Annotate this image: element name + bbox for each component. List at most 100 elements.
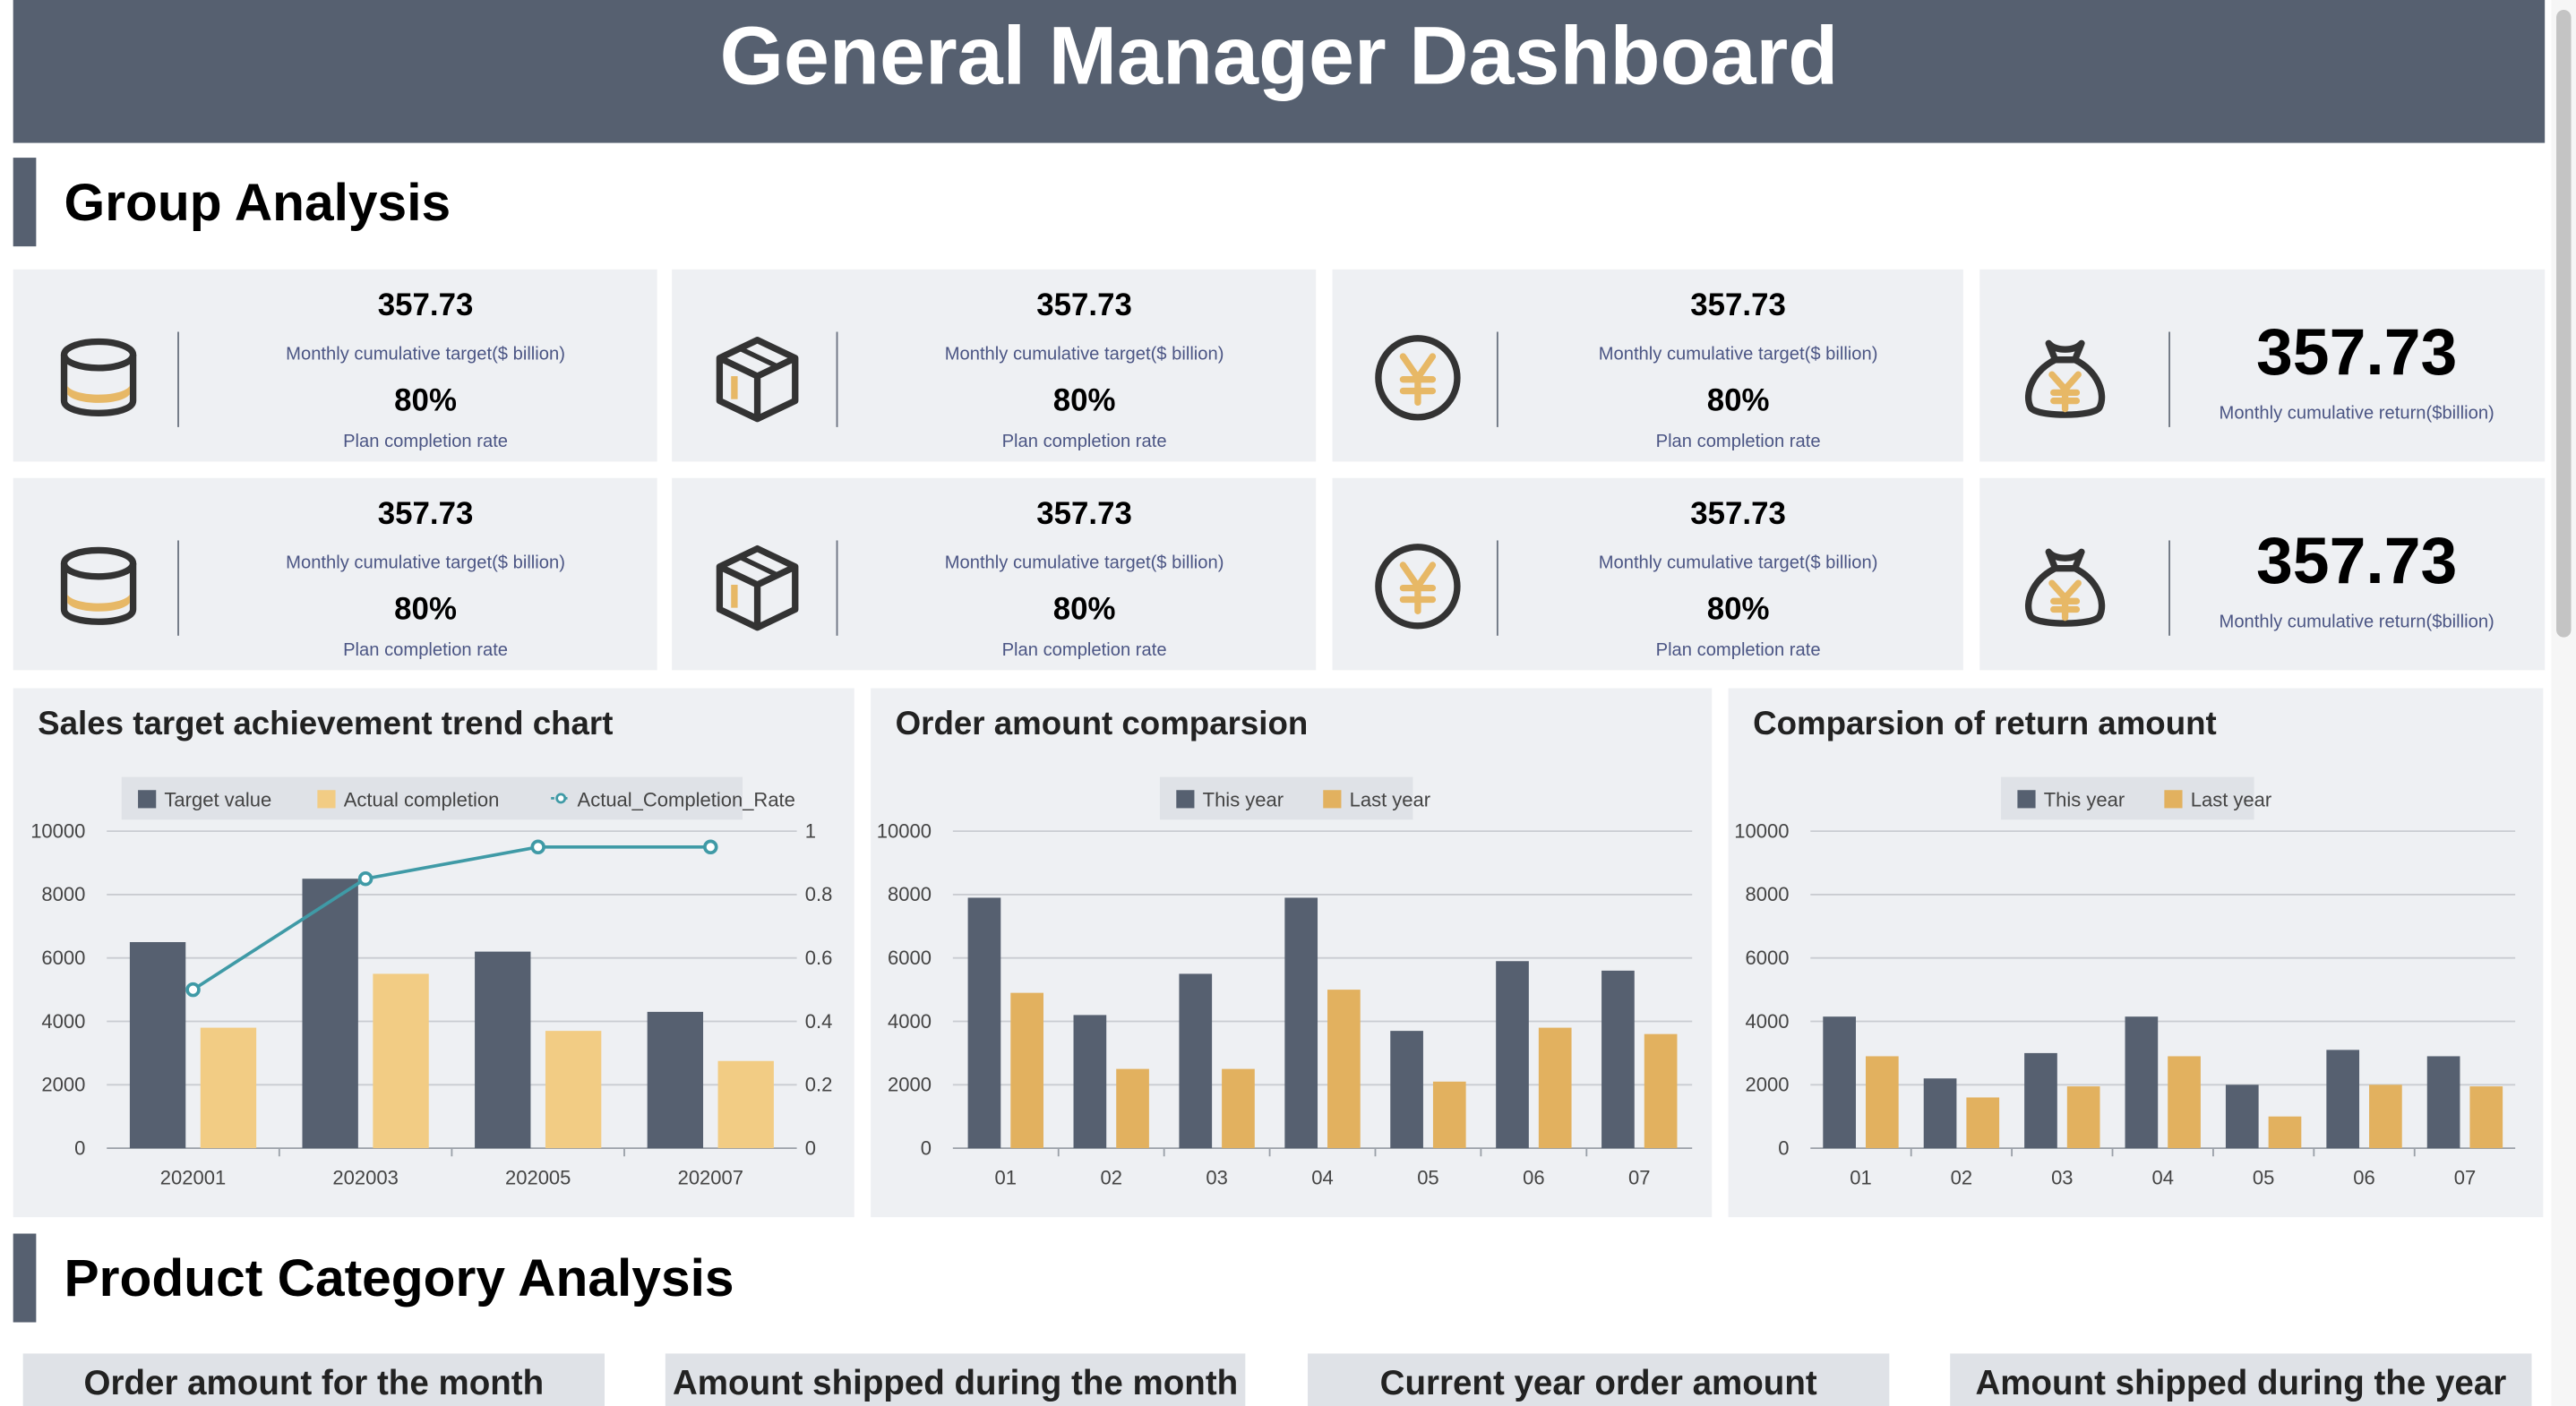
bar-1-2 (2066, 1086, 2100, 1149)
y2-tick-label: 0.2 (805, 1074, 833, 1096)
kpi-card: 357.73 Monthly cumulative target($ billio… (1332, 269, 1963, 462)
x-tick-label: 05 (1417, 1166, 1438, 1188)
y-tick-label: 2000 (1745, 1074, 1789, 1096)
y-tick-label: 0 (921, 1136, 932, 1159)
y-tick-label: 8000 (41, 883, 85, 905)
chart-title: Comparsion of return amount (1753, 706, 2217, 743)
x-tick-label: 03 (2051, 1166, 2073, 1188)
bar-1-4 (2268, 1116, 2302, 1149)
bar-1-5 (1538, 1027, 1572, 1149)
x-tick-label: 06 (2353, 1166, 2374, 1188)
card-divider (836, 540, 838, 636)
bar-0-2 (2024, 1052, 2057, 1149)
legend-swatch (1176, 790, 1195, 809)
bar-0-1 (302, 879, 358, 1149)
vertical-scrollbar[interactable] (2551, 0, 2576, 1406)
tab-shipped-year[interactable]: Amount shipped during the year (1950, 1353, 2532, 1406)
bar-0-2 (1179, 973, 1213, 1149)
chart-title: Order amount comparsion (895, 706, 1309, 743)
tab-order-amount-month[interactable]: Order amount for the month (22, 1353, 605, 1406)
rate-point-0 (185, 982, 201, 998)
kpi-card: 357.73 Monthly cumulative target($ billio… (1332, 477, 1963, 671)
kpi-rate: 80% (1706, 593, 1770, 628)
money-bag-icon (2019, 540, 2111, 632)
legend-label: Last year (1350, 789, 1431, 811)
y-tick-label: 8000 (1745, 883, 1789, 905)
card-divider (177, 331, 179, 427)
x-tick-label: 202007 (678, 1166, 743, 1188)
kpi-value: 357.73 (1036, 288, 1132, 324)
legend-swatch (2164, 790, 2183, 809)
y-tick-label: 4000 (888, 1010, 932, 1033)
x-tick-label: 02 (1100, 1166, 1121, 1188)
kpi-value: 357.73 (377, 497, 474, 533)
section-accent-bar (13, 1233, 37, 1323)
x-tick-label: 05 (2253, 1166, 2274, 1188)
bar-0-0 (967, 897, 1001, 1149)
bar-1-6 (1644, 1033, 1678, 1149)
bar-0-0 (129, 942, 186, 1149)
legend-label: Actual completion (344, 789, 500, 811)
kpi-rate: 80% (394, 384, 457, 419)
kpi-card: 357.73 Monthly cumulative target($ billio… (13, 269, 657, 462)
kpi-value: 357.73 (2255, 525, 2458, 598)
scrollbar-thumb[interactable] (2556, 10, 2572, 638)
bar-1-3 (717, 1060, 774, 1149)
card-divider (2168, 540, 2170, 636)
x-tick-label: 202005 (505, 1166, 571, 1188)
x-tick-label: 04 (2151, 1166, 2173, 1188)
bar-0-3 (2125, 1016, 2159, 1149)
bar-1-0 (1010, 992, 1043, 1149)
card-divider (1496, 540, 1498, 636)
rate-point-2 (530, 839, 545, 855)
y2-tick-label: 0.6 (805, 947, 833, 969)
box-icon (711, 540, 803, 632)
box-icon (711, 332, 803, 424)
kpi-label: Monthly cumulative return($billion) (2219, 404, 2494, 424)
bar-1-3 (1327, 990, 1361, 1149)
legend-line-marker (555, 793, 567, 804)
tab-order-amount-year[interactable]: Current year order amount (1308, 1353, 1890, 1406)
kpi-card: 357.73 Monthly cumulative target($ billio… (13, 477, 657, 671)
kpi-rate-label: Plan completion rate (1001, 432, 1167, 452)
y2-tick-label: 0.4 (805, 1010, 833, 1033)
bar-0-5 (2326, 1050, 2360, 1149)
yen-coin-icon (1372, 540, 1464, 632)
y2-tick-label: 0.8 (805, 883, 833, 905)
return-amount-chart-panel: 0 2000 4000 6000 8000 10000 01 02 03 04 05 06 07 This… (1728, 688, 2544, 1218)
kpi-label: Monthly cumulative target($ billion) (944, 345, 1224, 365)
y-tick-label: 4000 (1745, 1010, 1789, 1033)
bar-0-6 (2426, 1056, 2460, 1149)
kpi-card: 357.73 Monthly cumulative target($ billio… (672, 269, 1317, 462)
y-tick-label: 8000 (888, 883, 932, 905)
y2-tick-label: 1 (805, 819, 816, 842)
y-tick-label: 10000 (30, 819, 85, 842)
bar-1-4 (1432, 1081, 1466, 1149)
kpi-label: Monthly cumulative target($ billion) (286, 553, 565, 574)
rate-line (192, 844, 711, 991)
bar-1-2 (545, 1031, 602, 1149)
y-tick-label: 6000 (1745, 947, 1789, 969)
tab-shipped-month[interactable]: Amount shipped during the month (665, 1353, 1246, 1406)
database-icon (53, 540, 145, 632)
kpi-rate: 80% (1706, 384, 1770, 419)
x-tick-label: 03 (1206, 1166, 1227, 1188)
chart-title: Sales target achievement trend chart (38, 706, 614, 743)
bar-1-1 (373, 973, 429, 1149)
bar-0-2 (475, 951, 531, 1149)
kpi-label: Monthly cumulative return($billion) (2219, 613, 2494, 633)
bar-1-1 (1116, 1068, 1149, 1149)
y-tick-label: 2000 (888, 1074, 932, 1096)
order-amount-chart: 0 2000 4000 6000 8000 10000 01 02 03 04 05 06 07 This… (877, 776, 1693, 1188)
legend-background (121, 776, 743, 820)
kpi-label: Monthly cumulative target($ billion) (1598, 553, 1878, 574)
bar-0-0 (1823, 1016, 1856, 1149)
y-tick-label: 6000 (41, 947, 85, 969)
bar-1-2 (1222, 1068, 1255, 1149)
kpi-value: 357.73 (1036, 497, 1132, 533)
bar-0-5 (1496, 961, 1529, 1149)
kpi-value: 357.73 (2255, 317, 2458, 390)
kpi-rate-label: Plan completion rate (1655, 640, 1821, 661)
kpi-rate-label: Plan completion rate (1655, 432, 1821, 452)
